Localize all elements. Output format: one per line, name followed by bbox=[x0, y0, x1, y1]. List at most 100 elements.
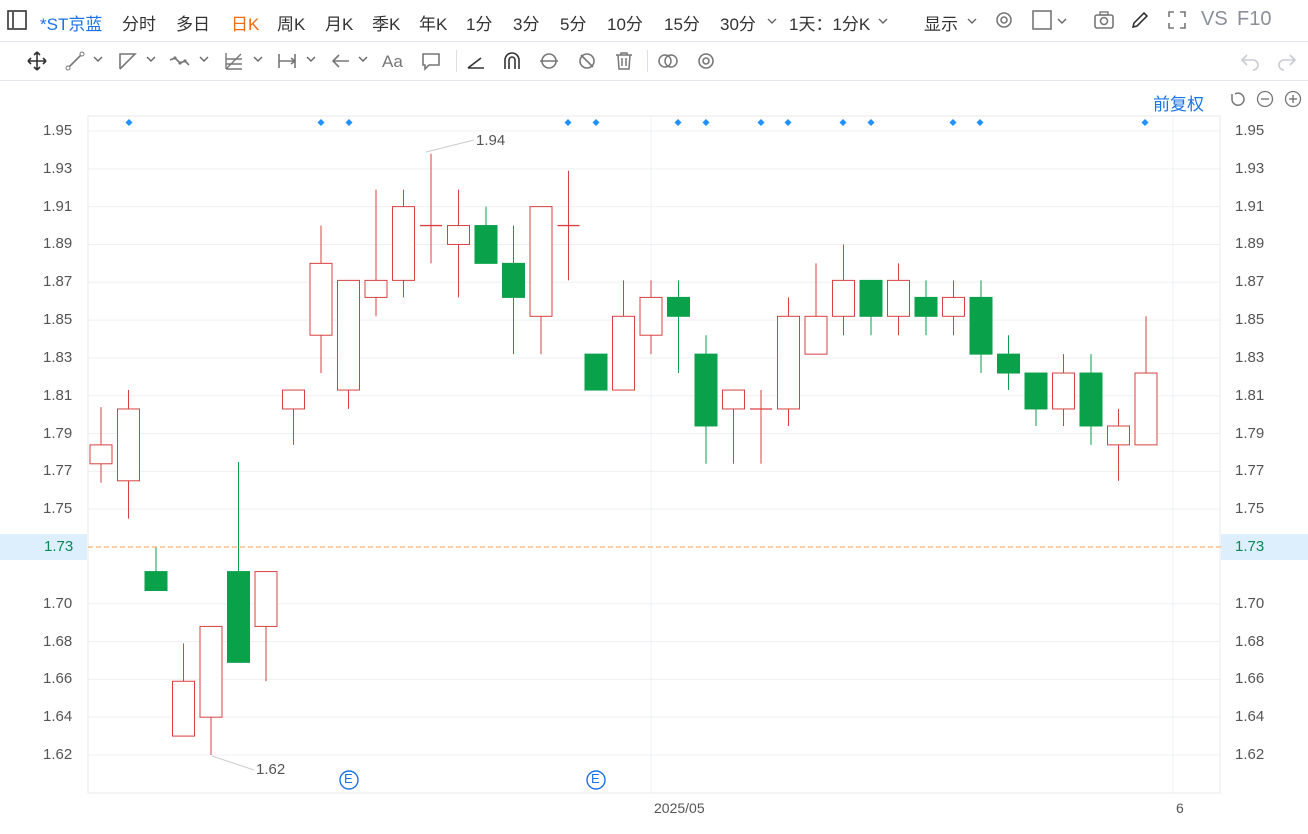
chevron-down-icon[interactable] bbox=[253, 55, 263, 63]
event-dot bbox=[949, 119, 957, 126]
display-menu[interactable]: 显示 bbox=[924, 15, 958, 34]
chevron-down-icon[interactable] bbox=[93, 55, 103, 63]
y-tick-label: 1.95 bbox=[43, 122, 73, 139]
candle bbox=[750, 390, 772, 464]
chevron-down-icon[interactable] bbox=[358, 55, 368, 63]
candle bbox=[1134, 316, 1158, 446]
period-tab-rik[interactable]: 日K bbox=[231, 15, 260, 34]
x-axis-label: 2025/05 bbox=[654, 800, 705, 816]
f10-button[interactable]: F10 bbox=[1237, 8, 1272, 30]
text-tool-icon[interactable]: Aa bbox=[382, 52, 403, 71]
chevron-down-icon[interactable] bbox=[146, 55, 156, 63]
low-price-label: 1.62 bbox=[256, 761, 286, 778]
period-tab-niank[interactable]: 年K bbox=[419, 15, 448, 34]
fullscreen-icon[interactable] bbox=[1166, 9, 1190, 31]
candle-body bbox=[392, 206, 415, 281]
settings-gear-icon[interactable] bbox=[993, 9, 1017, 31]
y-tick-label: 1.79 bbox=[1235, 424, 1265, 442]
angle-tool-icon[interactable] bbox=[465, 50, 489, 72]
y-tick-label: 1.68 bbox=[1235, 632, 1265, 650]
period-tab-jik[interactable]: 季K bbox=[372, 15, 401, 34]
hide-drawings-icon[interactable] bbox=[576, 50, 600, 72]
move-icon[interactable] bbox=[26, 50, 50, 72]
event-marker-e2[interactable] bbox=[586, 770, 606, 790]
y-tick-label: 1.93 bbox=[1235, 159, 1265, 177]
candle-body bbox=[777, 315, 800, 410]
channel-tool-icon[interactable] bbox=[116, 50, 140, 72]
candle bbox=[144, 547, 168, 591]
candle bbox=[969, 280, 993, 374]
compare-icon[interactable] bbox=[657, 50, 681, 72]
high-leader bbox=[425, 139, 475, 153]
chevron-down-icon[interactable] bbox=[767, 17, 777, 25]
reset-icon[interactable] bbox=[1228, 90, 1246, 108]
period-tab-duori[interactable]: 多日 bbox=[176, 15, 210, 34]
period-tab-3min[interactable]: 3分 bbox=[513, 15, 540, 34]
candle-body bbox=[859, 279, 883, 317]
undo-icon[interactable] bbox=[1239, 50, 1263, 72]
wave-tool-icon[interactable] bbox=[168, 50, 192, 72]
period-tab-30min[interactable]: 30分 bbox=[720, 15, 756, 34]
event-dot bbox=[674, 119, 682, 126]
period-tab-1min[interactable]: 1分 bbox=[466, 15, 493, 34]
gridlines bbox=[88, 130, 1220, 756]
period-tab-zhouk[interactable]: 周K bbox=[277, 15, 306, 34]
candle bbox=[777, 297, 800, 426]
chevron-down-icon[interactable] bbox=[878, 17, 888, 25]
candle bbox=[1107, 408, 1130, 481]
pencil-icon[interactable] bbox=[1129, 9, 1153, 31]
sidebar-toggle-icon[interactable] bbox=[6, 9, 30, 31]
y-tick-label: 1.81 bbox=[43, 386, 73, 404]
zoom-out-icon[interactable] bbox=[1256, 90, 1274, 108]
candle bbox=[694, 335, 718, 464]
fibonacci-tool-icon[interactable] bbox=[223, 50, 247, 72]
candle bbox=[804, 263, 828, 355]
chevron-down-icon[interactable] bbox=[306, 55, 316, 63]
adjust-mode-button[interactable]: 前复权 bbox=[1153, 95, 1204, 114]
candle bbox=[172, 643, 195, 737]
line-tool-icon[interactable] bbox=[64, 50, 88, 72]
period-tab-5min[interactable]: 5分 bbox=[560, 15, 587, 34]
chevron-down-icon[interactable] bbox=[1057, 17, 1067, 25]
interval-select[interactable]: 1天：1分K bbox=[789, 15, 871, 34]
candle-body bbox=[1079, 372, 1103, 427]
candle bbox=[1052, 354, 1075, 426]
comment-icon[interactable] bbox=[420, 50, 444, 72]
y-tick-label: 1.93 bbox=[43, 159, 73, 177]
period-tab-15min[interactable]: 15分 bbox=[664, 15, 700, 34]
candle-body bbox=[117, 408, 140, 482]
magnet-icon[interactable] bbox=[501, 50, 525, 72]
chart-settings-icon[interactable] bbox=[695, 50, 719, 72]
vs-button[interactable]: VS bbox=[1201, 8, 1228, 30]
event-marker-e1[interactable] bbox=[339, 770, 359, 790]
candle bbox=[942, 280, 965, 336]
candle bbox=[1024, 372, 1048, 426]
camera-icon[interactable] bbox=[1093, 9, 1117, 31]
candle-body bbox=[969, 296, 993, 355]
stock-symbol[interactable]: *ST京蓝 bbox=[40, 15, 103, 34]
period-tab-yuek[interactable]: 月K bbox=[325, 15, 354, 34]
candle bbox=[474, 206, 498, 264]
y-tick-label: 1.85 bbox=[1235, 311, 1265, 329]
chevron-down-icon[interactable] bbox=[967, 17, 977, 25]
y-tick-label: 1.81 bbox=[1235, 386, 1265, 404]
candle-body bbox=[667, 296, 690, 317]
color-square-icon[interactable] bbox=[1031, 9, 1055, 31]
candle-body bbox=[172, 680, 195, 737]
period-tab-10min[interactable]: 10分 bbox=[607, 15, 643, 34]
chevron-down-icon[interactable] bbox=[199, 55, 209, 63]
arrow-left-icon[interactable] bbox=[330, 50, 354, 72]
zoom-in-icon[interactable] bbox=[1284, 90, 1302, 108]
candle-body bbox=[227, 571, 250, 663]
redo-icon[interactable] bbox=[1276, 50, 1300, 72]
candle bbox=[529, 206, 553, 355]
range-measure-icon[interactable] bbox=[276, 50, 300, 72]
candle bbox=[832, 244, 855, 336]
event-dot bbox=[345, 119, 353, 126]
y-tick-label: 1.70 bbox=[1235, 594, 1265, 612]
sync-icon[interactable] bbox=[538, 50, 562, 72]
candle bbox=[502, 225, 525, 355]
trash-icon[interactable] bbox=[613, 50, 637, 72]
period-tab-fenshi[interactable]: 分时 bbox=[122, 15, 156, 34]
